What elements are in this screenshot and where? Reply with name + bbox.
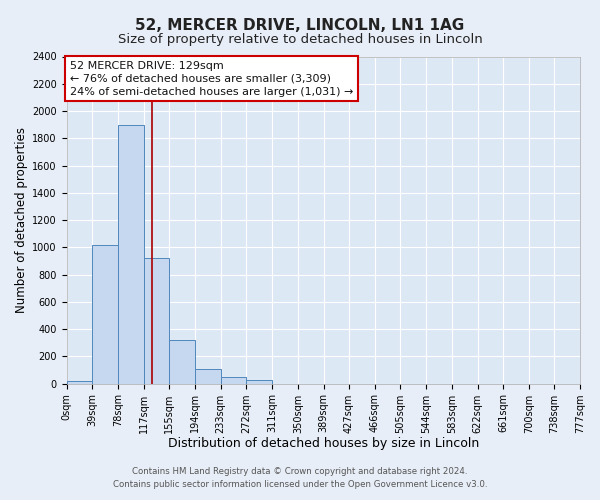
Text: 52, MERCER DRIVE, LINCOLN, LN1 1AG: 52, MERCER DRIVE, LINCOLN, LN1 1AG	[136, 18, 464, 32]
Bar	[169, 340, 195, 384]
Bar	[92, 244, 118, 384]
Bar	[118, 124, 144, 384]
Bar	[67, 381, 92, 384]
Text: 52 MERCER DRIVE: 129sqm
← 76% of detached houses are smaller (3,309)
24% of semi: 52 MERCER DRIVE: 129sqm ← 76% of detache…	[70, 60, 353, 97]
Bar	[221, 377, 247, 384]
Bar	[144, 258, 169, 384]
Bar	[247, 380, 272, 384]
Text: Size of property relative to detached houses in Lincoln: Size of property relative to detached ho…	[118, 32, 482, 46]
X-axis label: Distribution of detached houses by size in Lincoln: Distribution of detached houses by size …	[167, 437, 479, 450]
Bar	[195, 370, 221, 384]
Text: Contains HM Land Registry data © Crown copyright and database right 2024.
Contai: Contains HM Land Registry data © Crown c…	[113, 468, 487, 489]
Y-axis label: Number of detached properties: Number of detached properties	[15, 127, 28, 313]
